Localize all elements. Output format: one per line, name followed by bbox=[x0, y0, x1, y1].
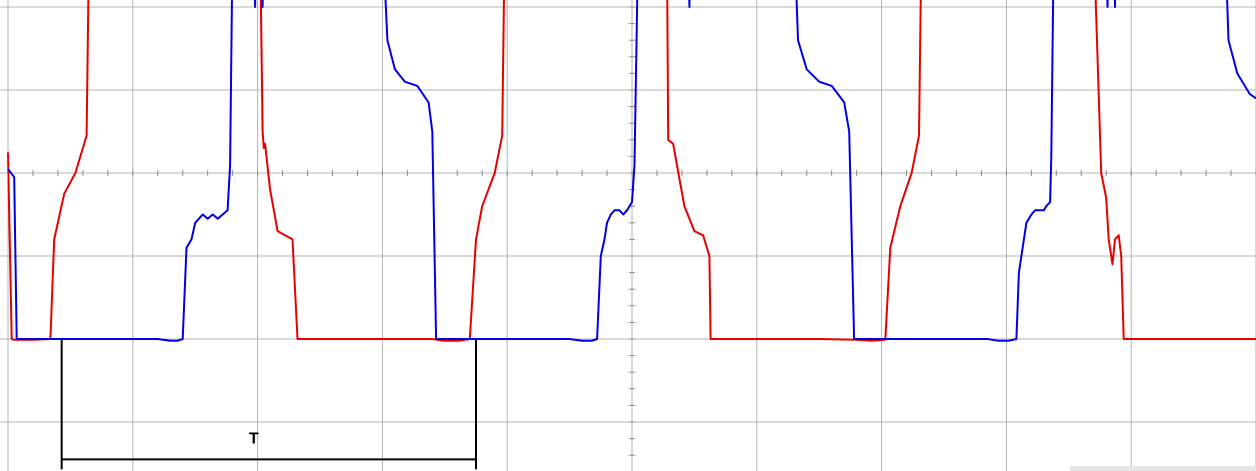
corner-overlay bbox=[1070, 466, 1256, 471]
waveform-traces bbox=[7, 0, 1256, 342]
period-marker: T bbox=[60, 339, 477, 470]
center-axis-ticks bbox=[7, 6, 1256, 456]
period-label: T bbox=[249, 430, 259, 447]
trace-blue bbox=[7, 0, 1256, 342]
